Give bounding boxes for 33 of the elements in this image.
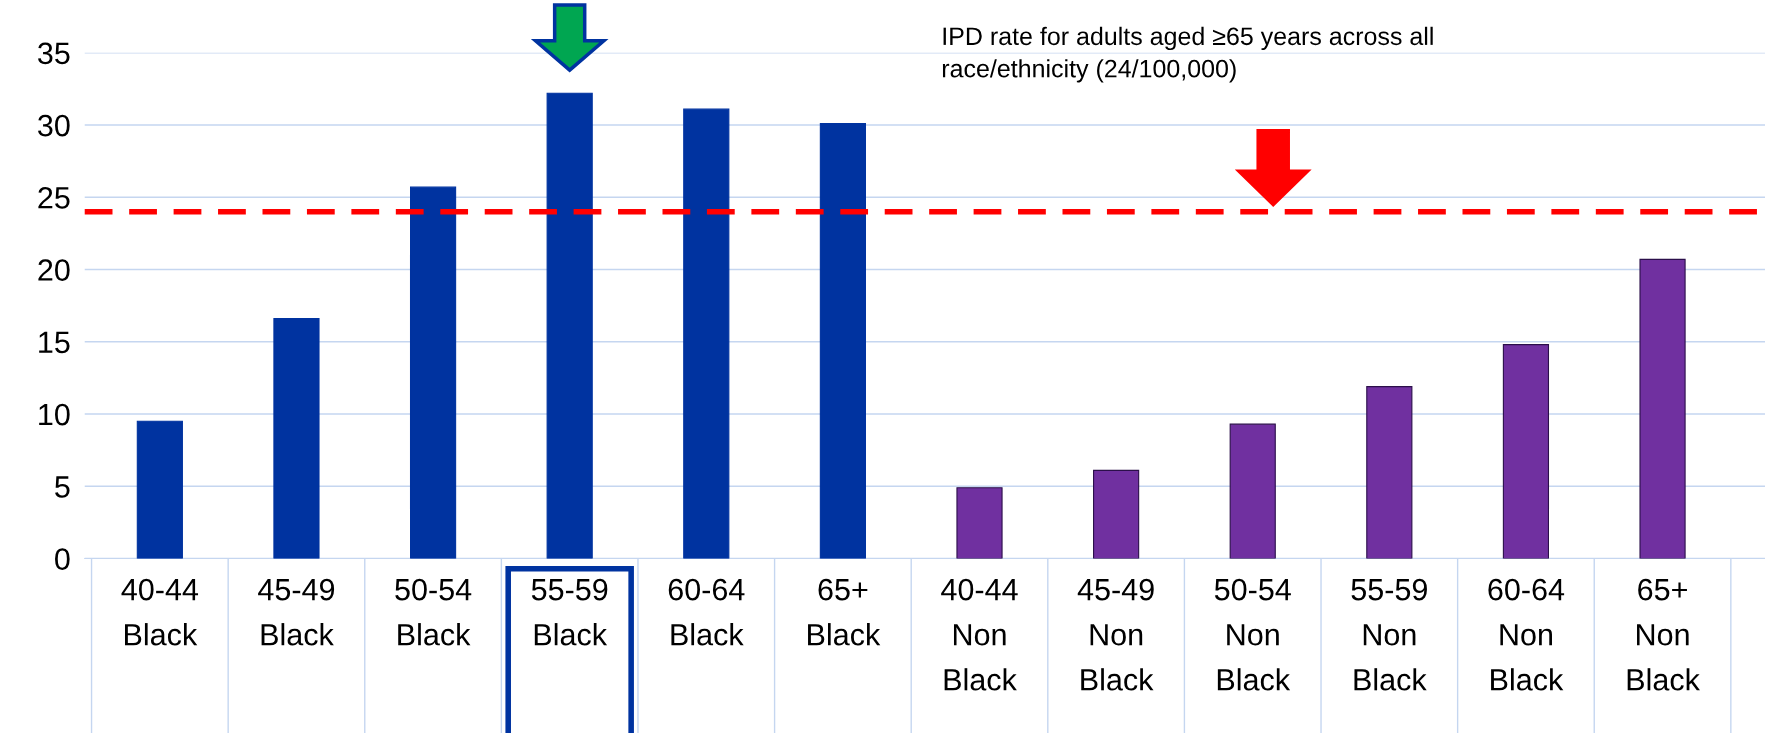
y-tick-label: 20 <box>38 259 70 281</box>
x-tick-label: 60-64 Non Black <box>1488 578 1565 691</box>
y-tick-label: 0 <box>55 548 70 570</box>
y-tick-label: 5 <box>55 476 70 498</box>
x-tick-label: 50-54 Black <box>395 578 472 646</box>
annotation: IPD rate for adults aged ≥65 years across all race/ethnicity (24/100,000) <box>942 26 1433 83</box>
bar <box>683 108 730 559</box>
bar <box>1639 258 1686 559</box>
bar <box>956 487 1003 559</box>
x-tick-label: 55-59 Black <box>531 578 608 646</box>
y-tick-label: 35 <box>38 42 70 65</box>
bar <box>273 318 320 559</box>
x-tick-label: 60-64 Black <box>668 578 745 646</box>
y-tick-label: 25 <box>38 187 70 209</box>
y-tick-label: 10 <box>39 403 70 426</box>
x-tick-label: 50-54 Non Black <box>1214 578 1291 691</box>
x-tick-label: 65+ Non Black <box>1627 578 1700 691</box>
bar <box>409 186 457 559</box>
x-tick-label: 40-44 Non Black <box>941 578 1018 691</box>
x-tick-label: 45-49 Black <box>258 578 335 646</box>
bar <box>1229 423 1276 559</box>
x-tick-label: 40-44 Black <box>121 578 199 646</box>
bar <box>136 420 183 559</box>
y-tick-label: 15 <box>39 331 70 354</box>
bar <box>819 123 866 559</box>
bar <box>1366 386 1413 559</box>
bar <box>546 92 593 559</box>
bar <box>1502 344 1550 559</box>
x-tick-label: 55-59 Non Black <box>1351 578 1427 691</box>
bar <box>1093 469 1140 559</box>
x-tick-label: 65+ Black <box>808 578 881 646</box>
y-tick-label: 30 <box>38 114 70 137</box>
x-tick-label: 45-49 Non Black <box>1077 578 1154 691</box>
